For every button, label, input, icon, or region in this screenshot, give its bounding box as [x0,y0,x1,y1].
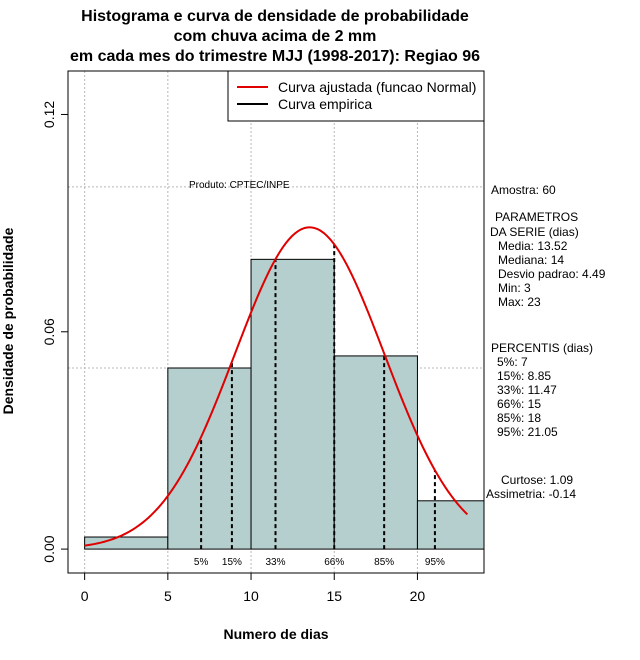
percentile-label-2: 33% [265,557,285,568]
param-max: Max: 23 [498,295,541,309]
legend-empirical-label: Curva empirica [278,96,372,112]
percentile-label-1: 15% [222,557,242,568]
y-tick-label-0: 0.00 [41,535,57,562]
axes: 0 5 10 15 20 0.00 0.06 0.12 [41,101,425,604]
param-sd: Desvio padrao: 4.49 [498,267,606,281]
x-axis-title: Numero de dias [223,626,328,642]
y-tick-label-1: 0.06 [41,318,57,345]
kurtosis: Curtose: 1.09 [501,473,573,487]
x-tick-label-3: 15 [326,588,342,604]
percentis-title: PERCENTIS (dias) [491,341,593,355]
percentile-85: 85%: 18 [497,411,541,425]
product-credit: Produto: CPTEC/INPE [189,180,290,191]
percentile-lines: 5% 15% 33% 66% 85% 95% [194,244,445,568]
percentile-5: 5%: 7 [497,355,528,369]
percentile-label-0: 5% [194,557,209,568]
percentile-label-5: 95% [425,557,445,568]
sample-size: Amostra: 60 [491,183,556,197]
x-tick-label-4: 20 [410,588,426,604]
percentile-15: 15%: 8.85 [497,369,551,383]
histogram-bar-2 [250,258,335,550]
y-tick-label-2: 0.12 [41,101,57,128]
chart-title-line-1: Histograma e curva de densidade de proba… [81,8,469,25]
params-title-1: PARAMETROS [495,210,578,224]
param-min: Min: 3 [498,281,531,295]
percentile-33: 33%: 11.47 [497,383,557,397]
y-axis-title: Densidade de probabilidade [0,227,16,414]
legend: Curva ajustada (funcao Normal) Curva emp… [227,70,485,122]
percentile-label-3: 66% [324,557,344,568]
skewness: Assimetria: -0.14 [486,487,576,501]
histogram-bar-3 [333,355,418,550]
percentile-66: 66%: 15 [497,397,541,411]
legend-box [227,70,485,122]
legend-normal-label: Curva ajustada (funcao Normal) [278,79,476,95]
normal-curve-line [84,226,469,547]
chart-title-line-3: em cada mes do trimestre MJJ (1998-2017)… [70,48,480,65]
x-tick-label-0: 0 [81,588,89,604]
percentile-label-4: 85% [374,557,394,568]
percentile-95: 95%: 21.05 [497,425,558,439]
param-mean: Media: 13.52 [498,239,568,253]
stats-panel: Amostra: 60 PARAMETROS DA SERIE (dias) M… [486,183,606,501]
param-median: Mediana: 14 [498,253,564,267]
x-tick-label-1: 5 [164,588,172,604]
params-title-2: DA SERIE (dias) [490,225,579,239]
histogram-bar-4 [416,500,485,550]
histogram-bar-1 [167,367,252,550]
chart-title-line-2: com chuva acima de 2 mm [174,28,377,45]
histogram-bars [84,258,485,550]
x-tick-label-2: 10 [243,588,259,604]
